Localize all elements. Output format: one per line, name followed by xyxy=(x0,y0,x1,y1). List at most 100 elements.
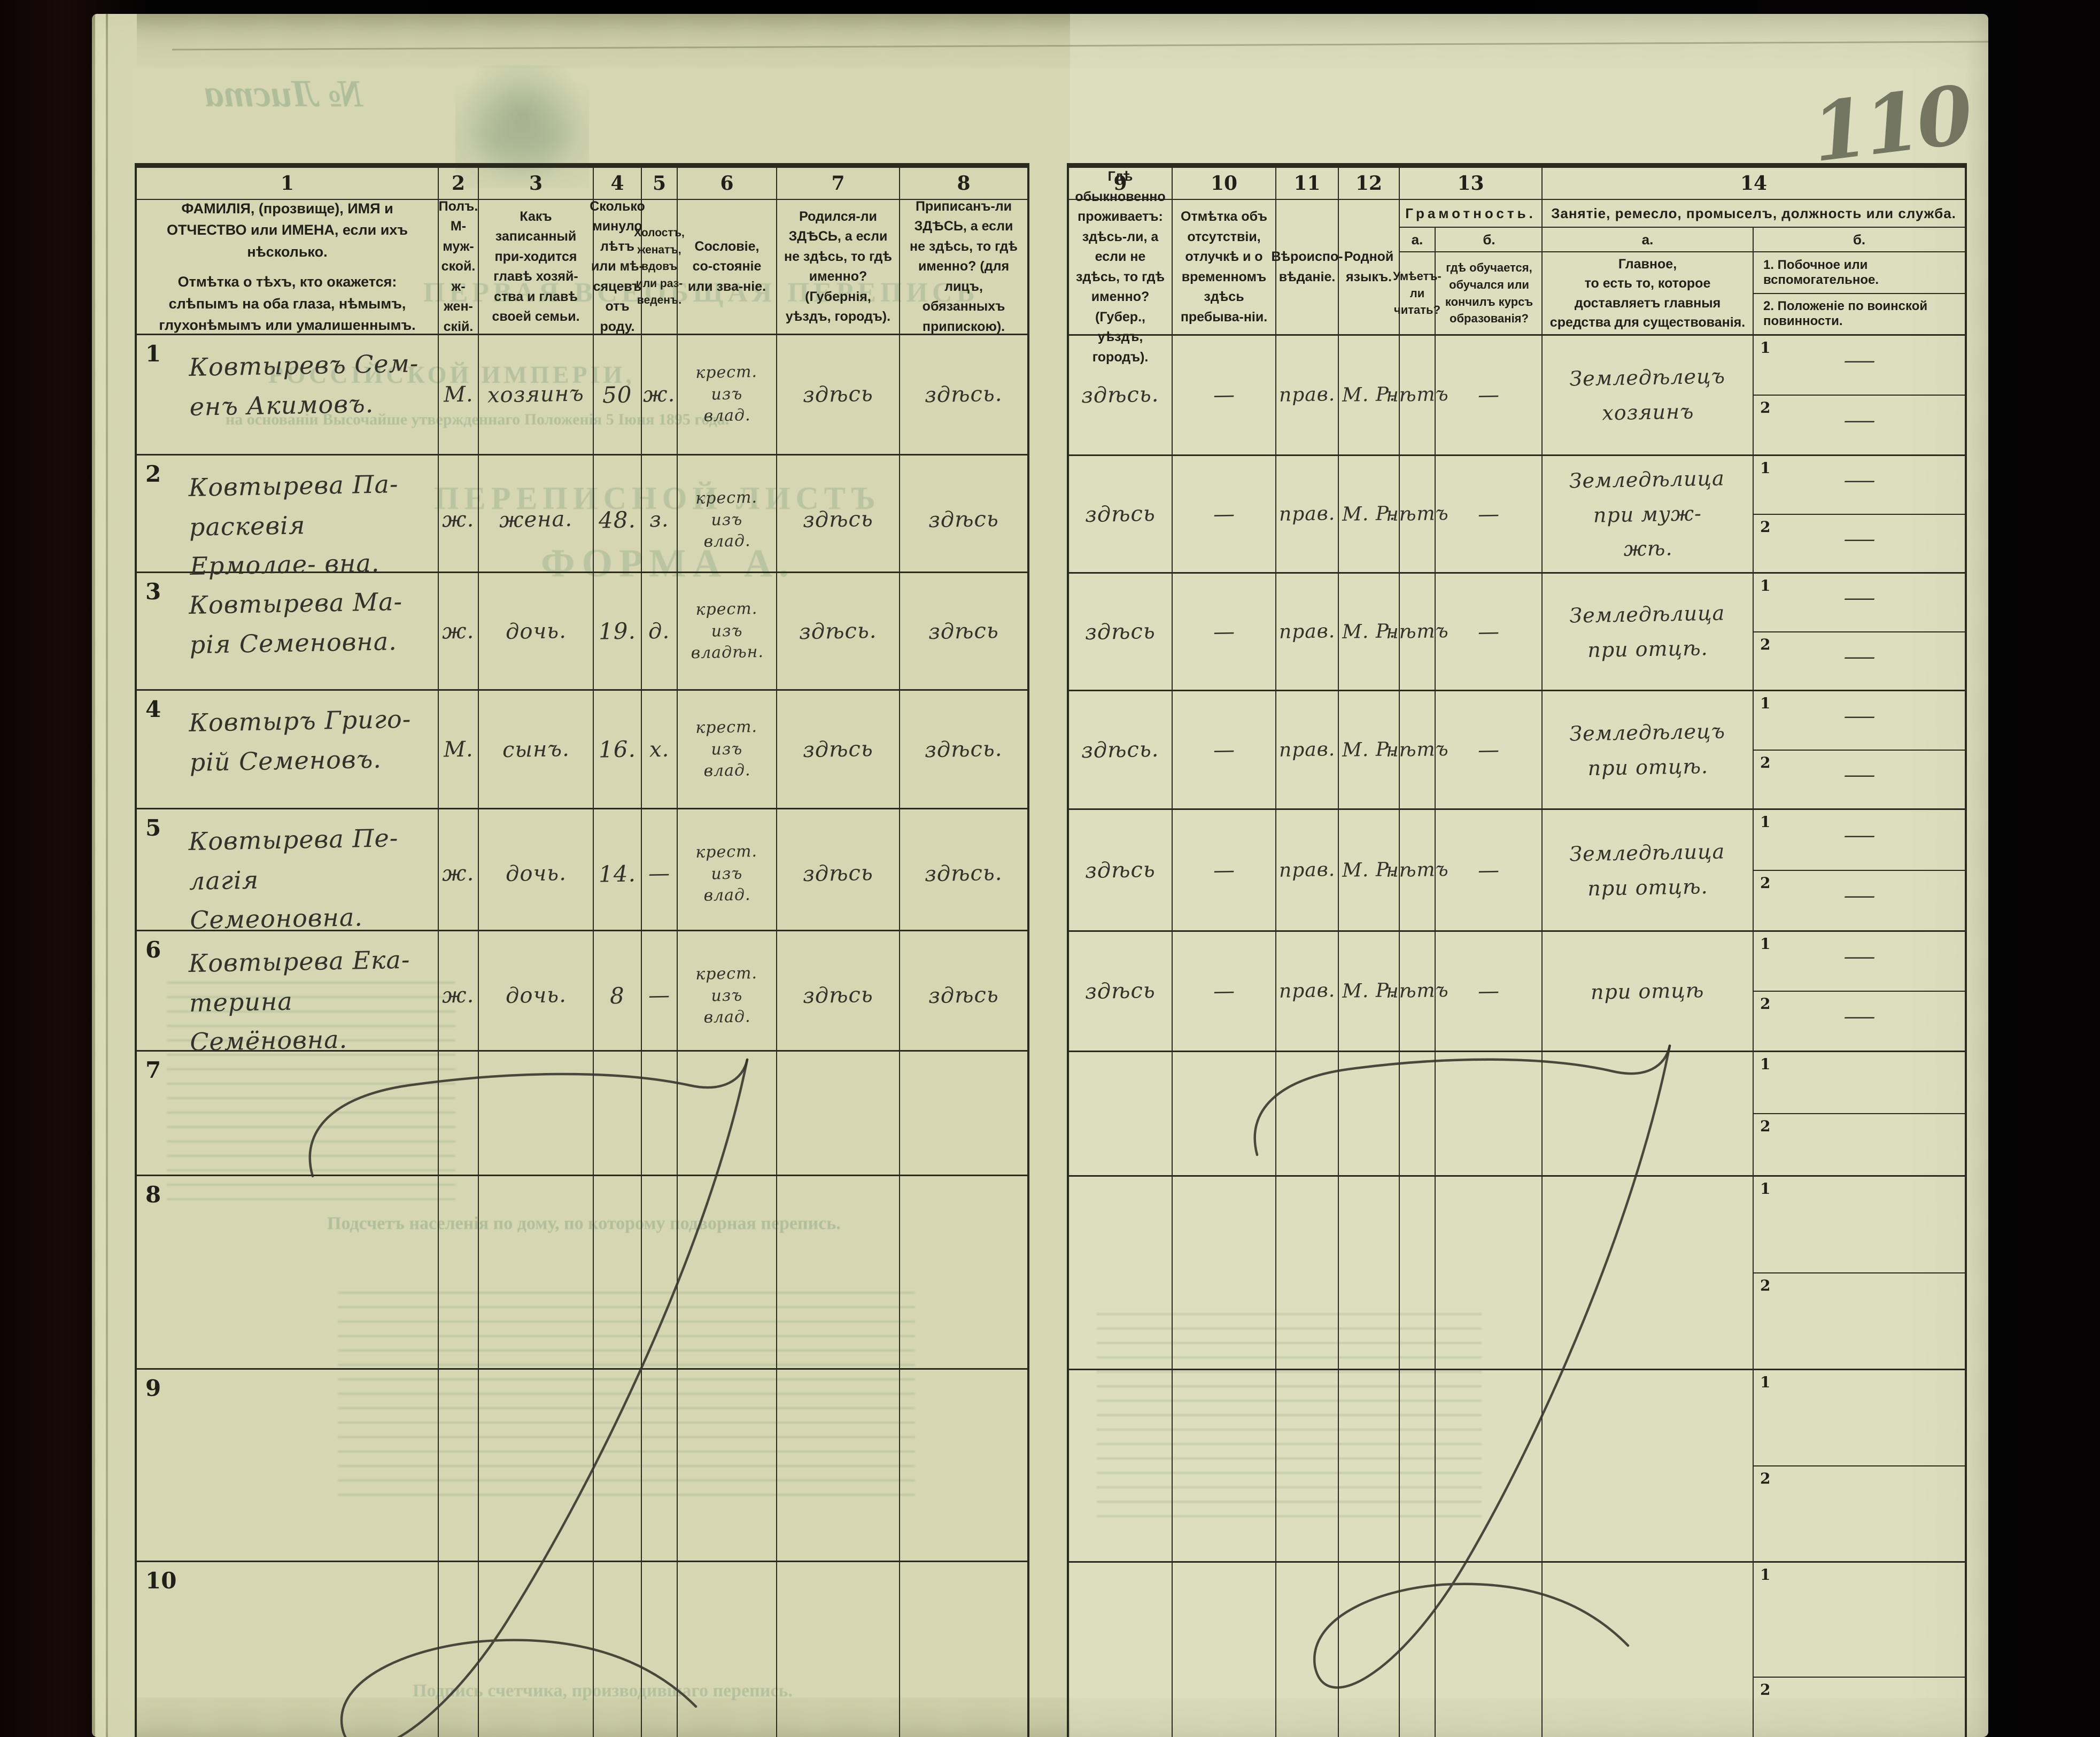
row-number: 9 xyxy=(145,1375,161,1401)
cell-resides xyxy=(1069,1563,1173,1737)
cell-educated: — xyxy=(1436,810,1543,930)
col-number: 12 xyxy=(1339,168,1399,200)
cell-age xyxy=(594,1370,642,1561)
cell-marital: д. xyxy=(642,573,678,689)
col-1-line1: ФАМИЛІЯ, (прозвище), ИМЯ и ОТЧЕСТВО или … xyxy=(166,200,408,260)
cell-religion xyxy=(1276,1177,1339,1369)
cell-reads xyxy=(1400,1370,1436,1561)
cell-age: 16. xyxy=(594,691,642,808)
cell-sex xyxy=(439,1052,479,1175)
cell-language xyxy=(1339,1370,1400,1561)
col-number: 4 xyxy=(594,168,641,200)
header-col-11: 11 Вѣроиспо-вѣданіе. xyxy=(1271,168,1343,334)
cell-reads: нѣтъ xyxy=(1385,336,1449,454)
cell-educated: — xyxy=(1436,932,1543,1051)
cell-name: Ковтыръ Григо- рій Семеновъ. xyxy=(174,691,439,808)
cell-age xyxy=(594,1052,642,1175)
cell-resides: здѣсь. xyxy=(1069,336,1173,454)
col-12-description: Родной языкъ. xyxy=(1344,249,1394,284)
col-8-description: Приписанъ-ли ЗДѢСЬ, а если не здѣсь, то … xyxy=(909,198,1018,334)
cell-absence: — xyxy=(1173,691,1276,808)
literacy-title: Грамотность. xyxy=(1400,200,1541,228)
row-number: 4 xyxy=(145,696,161,722)
row-number: 1 xyxy=(145,341,161,367)
cell-registered xyxy=(900,1370,1027,1561)
cell-reads: нѣтъ xyxy=(1385,691,1449,808)
cell-sex xyxy=(439,1370,479,1561)
col-number: 2 xyxy=(439,168,478,200)
cell-estate: крест. изъ влад. xyxy=(678,456,777,584)
cell-born xyxy=(777,1176,900,1368)
sub-cell-number: 1 xyxy=(1760,459,1771,477)
cell-educated xyxy=(1436,1563,1543,1737)
row-number: 10 xyxy=(145,1568,177,1594)
side-occupation-sub: 1— xyxy=(1754,810,1965,871)
table-row: здѣсь. — прав. М. Р. нѣтъ — Земледѣлецъ при от… xyxy=(1069,691,1965,810)
row-number: 5 xyxy=(145,815,161,841)
occupation-a-label: а. xyxy=(1543,228,1753,252)
handwritten-dash: — xyxy=(1843,468,1876,492)
cell-occupation: Земледѣлица при отцѣ. xyxy=(1543,810,1754,930)
cell-educated xyxy=(1436,1370,1543,1561)
side-occupation-sub: 2 xyxy=(1754,1114,1965,1175)
cell-age: 48. xyxy=(594,456,642,584)
side-occupation-sub: 2 xyxy=(1754,1466,1965,1562)
cell-language xyxy=(1339,1177,1400,1369)
table-row: 7 xyxy=(137,1052,1027,1176)
sub-cell-number: 2 xyxy=(1760,1469,1771,1487)
cell-resides xyxy=(1069,1052,1173,1175)
sub-cell-number: 1 xyxy=(1760,694,1771,712)
sub-cell-number: 2 xyxy=(1760,995,1771,1013)
cell-born: здѣсь xyxy=(777,809,900,938)
cell-educated: — xyxy=(1436,456,1543,572)
header-col-9: 9 Гдѣ обыкновенно проживаетъ: здѣсь-ли, … xyxy=(1069,168,1173,365)
cell-marital: з. xyxy=(642,456,678,584)
col-5-description: Холостъ, женатъ, вдовъ или раз- веденъ. xyxy=(634,227,685,307)
cell-side-occupation: 1—2— xyxy=(1754,691,1965,808)
literacy-b-description: гдѣ обучается, обучался или кончилъ курс… xyxy=(1445,260,1533,326)
table-row: здѣсь. — прав. М. Р. нѣтъ — Земледѣлецъ хозяин… xyxy=(1069,336,1965,456)
cell-estate xyxy=(678,1052,777,1175)
cell-religion: прав. xyxy=(1276,932,1339,1051)
side-occupation-sub: 1— xyxy=(1754,456,1965,515)
cell-age: 14. xyxy=(594,809,642,938)
occupation-title: Занятіе, ремесло, промыселъ, должность и… xyxy=(1543,200,1965,228)
sub-cell-number: 2 xyxy=(1760,1276,1771,1294)
sub-cell-number: 2 xyxy=(1760,1117,1771,1135)
census-table-right-page: 9 Гдѣ обыкновенно проживаетъ: здѣсь-ли, … xyxy=(1067,163,1967,1737)
cell-estate: крест. изъ влад. xyxy=(678,931,777,1060)
cell-religion: прав. xyxy=(1276,456,1339,572)
side-occupation-sub: 2— xyxy=(1754,515,1965,573)
cell-born: здѣсь xyxy=(777,691,900,808)
stacked-page-edges xyxy=(92,14,137,1737)
sub-cell-number: 2 xyxy=(1760,874,1771,892)
sub-cell-number: 1 xyxy=(1760,935,1771,953)
table-row: здѣсь — прав. М. Р. нѣтъ — Земледѣлица при отц… xyxy=(1069,574,1965,691)
col-number: 11 xyxy=(1276,168,1338,200)
table-row: здѣсь — прав. М. Р. нѣтъ — Земледѣлица при муж… xyxy=(1069,456,1965,574)
cell-relation: жена. xyxy=(479,456,594,584)
cell-estate xyxy=(678,1176,777,1368)
cell-relation: сынъ. xyxy=(479,691,594,808)
occupation-a: а. Главное, то есть то, которое доставля… xyxy=(1543,228,1754,334)
col-1-line2: Отмѣтка о тѣхъ, кто окажется: слѣпымъ на… xyxy=(159,274,416,333)
table-row: здѣсь — прав. М. Р. нѣтъ — Земледѣлица при отц… xyxy=(1069,810,1965,932)
side-occupation-sub: 2— xyxy=(1754,396,1965,454)
cell-marital: ж. xyxy=(642,335,678,454)
cell-occupation: Земледѣлецъ хозяинъ xyxy=(1543,336,1754,454)
cell-relation: дочь. xyxy=(479,931,594,1060)
cell-language: М. Р. xyxy=(1339,932,1400,1051)
cell-occupation xyxy=(1543,1370,1754,1561)
cell-estate xyxy=(678,1562,777,1737)
cell-educated xyxy=(1436,1177,1543,1369)
table-header-left: 1 ФАМИЛІЯ, (прозвище), ИМЯ и ОТЧЕСТВО ил… xyxy=(137,168,1027,335)
cell-registered: здѣсь. xyxy=(924,381,1003,408)
handwritten-dash: — xyxy=(1843,823,1876,847)
col-number: 8 xyxy=(900,168,1027,200)
cell-absence xyxy=(1173,1177,1276,1369)
cell-relation xyxy=(479,1562,594,1737)
cell-age xyxy=(594,1562,642,1737)
cell-relation: дочь. xyxy=(479,573,594,689)
